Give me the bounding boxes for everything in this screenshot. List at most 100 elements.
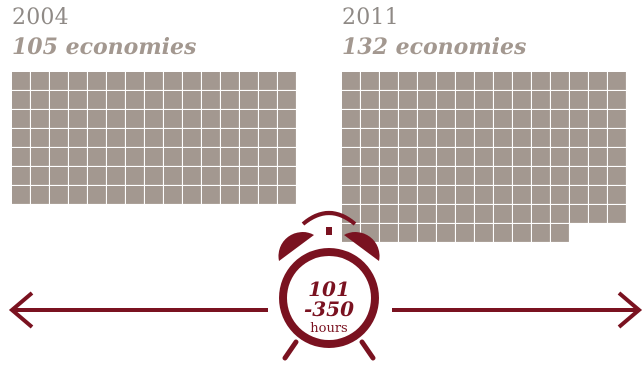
waffle-square	[456, 205, 474, 223]
waffle-square	[570, 148, 588, 166]
waffle-square	[69, 129, 87, 147]
waffle-square	[361, 167, 379, 185]
waffle-square	[145, 91, 163, 109]
waffle-square	[494, 148, 512, 166]
waffle-square	[418, 110, 436, 128]
waffle-square	[164, 110, 182, 128]
waffle-square	[475, 129, 493, 147]
waffle-square	[513, 129, 531, 147]
waffle-square	[278, 91, 296, 109]
waffle-square	[202, 167, 220, 185]
waffle-square	[278, 72, 296, 90]
hours-range-low: 101	[308, 277, 350, 301]
waffle-square	[589, 110, 607, 128]
waffle-square	[69, 91, 87, 109]
waffle-square	[399, 91, 417, 109]
waffle-square	[50, 72, 68, 90]
waffle-square	[589, 205, 607, 223]
waffle-square	[12, 186, 30, 204]
waffle-square	[532, 129, 550, 147]
waffle-square	[494, 186, 512, 204]
waffle-square	[202, 148, 220, 166]
waffle-square	[50, 148, 68, 166]
waffle-square	[380, 167, 398, 185]
waffle-square	[12, 91, 30, 109]
waffle-square	[183, 129, 201, 147]
waffle-square	[513, 72, 531, 90]
waffle-square	[437, 129, 455, 147]
waffle-square	[12, 72, 30, 90]
waffle-square	[380, 224, 398, 242]
waffle-square	[532, 148, 550, 166]
waffle-square	[183, 167, 201, 185]
waffle-square	[278, 186, 296, 204]
waffle-square	[50, 129, 68, 147]
waffle-square	[380, 110, 398, 128]
waffle-square	[88, 129, 106, 147]
waffle-square	[202, 72, 220, 90]
waffle-square	[608, 129, 626, 147]
waffle-square	[69, 110, 87, 128]
waffle-square	[380, 148, 398, 166]
waffle-square	[259, 72, 277, 90]
waffle-square	[399, 205, 417, 223]
waffle-square	[50, 91, 68, 109]
waffle-square	[50, 110, 68, 128]
economies-2011-label: 132 economies	[342, 34, 527, 60]
waffle-square	[107, 186, 125, 204]
waffle-square	[126, 186, 144, 204]
waffle-square	[126, 148, 144, 166]
waffle-square	[418, 129, 436, 147]
waffle-square	[145, 167, 163, 185]
waffle-square	[418, 72, 436, 90]
waffle-square	[342, 148, 360, 166]
waffle-square	[88, 91, 106, 109]
waffle-square	[361, 148, 379, 166]
waffle-square	[380, 129, 398, 147]
waffle-square	[570, 91, 588, 109]
waffle-square	[608, 167, 626, 185]
waffle-square	[183, 148, 201, 166]
waffle-square	[69, 186, 87, 204]
waffle-square	[342, 167, 360, 185]
waffle-square	[221, 167, 239, 185]
waffle-square	[589, 72, 607, 90]
arrow-left-icon	[8, 291, 268, 329]
waffle-square	[12, 110, 30, 128]
waffle-square	[342, 186, 360, 204]
waffle-square	[126, 129, 144, 147]
waffle-square	[259, 129, 277, 147]
waffle-square	[361, 91, 379, 109]
waffle-square	[31, 129, 49, 147]
waffle-square	[437, 91, 455, 109]
year-2004-label: 2004	[12, 5, 69, 30]
waffle-square	[164, 72, 182, 90]
waffle-square	[361, 205, 379, 223]
waffle-square	[589, 91, 607, 109]
waffle-square	[240, 129, 258, 147]
waffle-square	[551, 91, 569, 109]
waffle-square	[107, 110, 125, 128]
waffle-square	[240, 72, 258, 90]
waffle-square	[126, 91, 144, 109]
waffle-square	[608, 148, 626, 166]
waffle-square	[608, 205, 626, 223]
waffle-square	[259, 186, 277, 204]
waffle-square	[126, 72, 144, 90]
waffle-square	[342, 91, 360, 109]
waffle-square	[69, 72, 87, 90]
waffle-square	[437, 148, 455, 166]
waffle-square	[589, 148, 607, 166]
waffle-square	[342, 129, 360, 147]
waffle-square	[456, 91, 474, 109]
waffle-square	[494, 91, 512, 109]
waffle-square	[380, 186, 398, 204]
waffle-square	[418, 148, 436, 166]
waffle-square	[551, 167, 569, 185]
alarm-clock-icon	[278, 211, 380, 361]
waffle-square	[31, 167, 49, 185]
waffle-square	[240, 110, 258, 128]
waffle-square	[532, 186, 550, 204]
waffle-square	[88, 72, 106, 90]
waffle-square	[513, 205, 531, 223]
